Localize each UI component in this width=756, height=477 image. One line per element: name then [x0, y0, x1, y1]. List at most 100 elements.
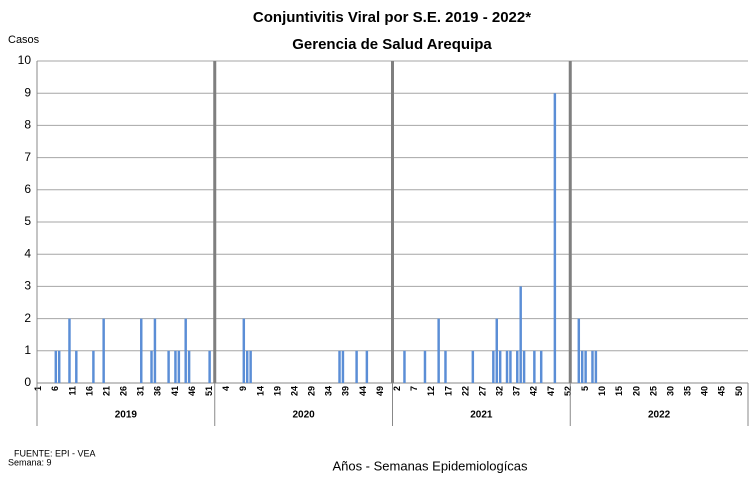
- bar: [150, 350, 153, 383]
- x-tick-label: 30: [665, 386, 675, 396]
- x-tick-label: 31: [136, 386, 146, 396]
- bar: [553, 93, 557, 383]
- bar: [68, 318, 71, 383]
- y-tick-label: 10: [18, 53, 32, 67]
- bar: [584, 350, 587, 383]
- x-tick-label: 20: [631, 386, 641, 396]
- bar: [338, 350, 341, 383]
- x-tick-label: 11: [67, 386, 77, 396]
- bar: [167, 350, 170, 383]
- bar: [365, 350, 369, 383]
- x-tick-label: 14: [255, 386, 265, 396]
- bar: [495, 318, 498, 383]
- x-axis-label: Años - Semanas Epidemiologícas: [332, 458, 528, 473]
- x-tick-label: 42: [529, 386, 539, 396]
- x-tick-label: 4: [221, 386, 231, 391]
- bar: [208, 350, 211, 383]
- x-tick-label: 2: [392, 386, 402, 391]
- bar: [533, 350, 536, 383]
- y-tick-label: 8: [24, 118, 31, 132]
- bar: [153, 318, 157, 383]
- bar: [539, 350, 543, 383]
- bar: [594, 350, 598, 383]
- bar: [102, 318, 105, 383]
- x-tick-label: 1: [33, 386, 43, 391]
- x-tick-label: 24: [289, 386, 299, 396]
- x-tick-label: 36: [153, 386, 163, 396]
- bar: [341, 350, 345, 383]
- bar: [184, 318, 187, 383]
- x-tick-label: 40: [700, 386, 710, 396]
- bar: [505, 350, 509, 383]
- chart-subtitle: Gerencia de Salud Arequipa: [292, 36, 492, 53]
- x-tick-label: 6: [50, 386, 60, 391]
- bar: [249, 350, 252, 383]
- x-tick-label: 46: [187, 386, 197, 396]
- x-tick-label: 44: [358, 386, 368, 396]
- bar: [403, 350, 406, 383]
- bar: [54, 350, 58, 383]
- x-tick-label: 41: [170, 386, 180, 396]
- y-tick-label: 6: [24, 182, 31, 196]
- x-tick-label: 51: [204, 386, 214, 396]
- x-tick-label: 25: [648, 386, 658, 396]
- x-tick-label: 35: [683, 386, 693, 396]
- bar: [509, 350, 512, 383]
- bar: [75, 350, 78, 383]
- bar: [92, 350, 95, 383]
- y-tick-label: 9: [24, 85, 31, 99]
- bar: [177, 350, 181, 383]
- x-tick-label: 45: [717, 386, 727, 396]
- x-tick-label: 9: [238, 386, 248, 391]
- y-tick-label: 2: [24, 311, 31, 325]
- x-tick-label: 27: [477, 386, 487, 396]
- bar: [242, 318, 246, 383]
- x-tick-label: 49: [375, 386, 385, 396]
- y-axis-label: Casos: [8, 34, 40, 46]
- chart-title: Conjuntivitis Viral por S.E. 2019 - 2022…: [253, 9, 531, 26]
- x-tick-label: 29: [307, 386, 317, 396]
- y-tick-label: 3: [24, 279, 31, 293]
- x-tick-label: 5: [580, 386, 590, 391]
- bar: [522, 350, 526, 383]
- source-note: FUENTE: EPI - VEA: [14, 448, 96, 458]
- x-tick-label: 39: [341, 386, 351, 396]
- bar: [471, 350, 475, 383]
- bar: [591, 350, 594, 383]
- bar: [174, 350, 177, 383]
- x-tick-label: 16: [84, 386, 94, 396]
- y-tick-label: 1: [24, 343, 31, 357]
- x-tick-label: 7: [409, 386, 419, 391]
- x-tick-label: 34: [324, 386, 334, 396]
- y-tick-label: 7: [24, 150, 31, 164]
- bar: [437, 318, 440, 383]
- bar: [355, 350, 358, 383]
- bar: [498, 350, 502, 383]
- x-tick-label: 15: [614, 386, 624, 396]
- bar: [519, 286, 522, 383]
- week-note: Semana: 9: [8, 457, 52, 467]
- year-label: 2019: [115, 410, 138, 421]
- x-tick-label: 47: [546, 386, 556, 396]
- bar: [580, 350, 584, 383]
- bar: [577, 318, 581, 383]
- bar: [492, 350, 495, 383]
- bar: [140, 318, 143, 383]
- bar: [444, 350, 447, 383]
- x-tick-label: 19: [272, 386, 282, 396]
- x-tick-label: 52: [563, 386, 573, 396]
- x-tick-label: 50: [734, 386, 744, 396]
- bar: [187, 350, 191, 383]
- bar: [516, 350, 519, 383]
- year-label: 2022: [648, 410, 671, 421]
- x-tick-label: 26: [119, 386, 129, 396]
- x-tick-label: 21: [101, 386, 111, 396]
- x-tick-label: 32: [495, 386, 505, 396]
- x-tick-label: 17: [443, 386, 453, 396]
- bar: [57, 350, 61, 383]
- y-tick-label: 4: [24, 246, 31, 260]
- x-tick-label: 22: [460, 386, 470, 396]
- y-tick-label: 0: [24, 375, 31, 389]
- y-tick-label: 5: [24, 214, 31, 228]
